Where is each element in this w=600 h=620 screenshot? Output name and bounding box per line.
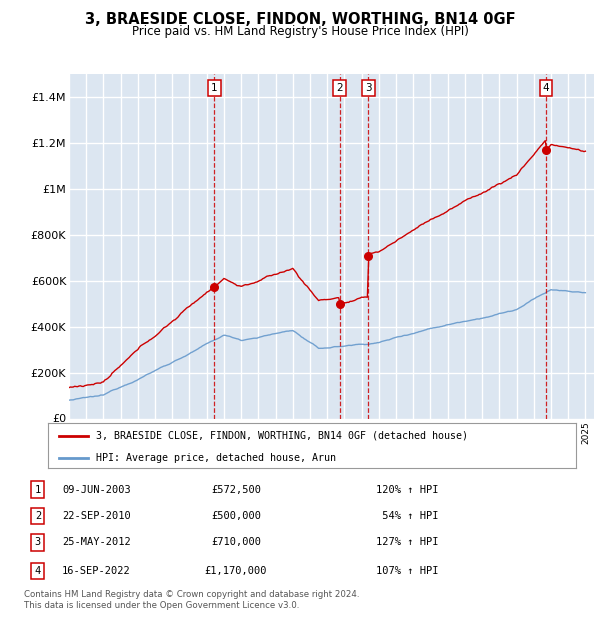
Text: £500,000: £500,000 [211, 511, 261, 521]
Text: 3: 3 [365, 83, 371, 93]
Text: 16-SEP-2022: 16-SEP-2022 [62, 566, 131, 576]
Text: 127% ↑ HPI: 127% ↑ HPI [376, 538, 438, 547]
Text: 1: 1 [35, 485, 41, 495]
Text: Price paid vs. HM Land Registry's House Price Index (HPI): Price paid vs. HM Land Registry's House … [131, 25, 469, 38]
Text: Contains HM Land Registry data © Crown copyright and database right 2024.
This d: Contains HM Land Registry data © Crown c… [24, 590, 359, 609]
Text: 107% ↑ HPI: 107% ↑ HPI [376, 566, 438, 576]
Text: 3: 3 [35, 538, 41, 547]
Text: 1: 1 [211, 83, 218, 93]
Text: £710,000: £710,000 [211, 538, 261, 547]
Text: 3, BRAESIDE CLOSE, FINDON, WORTHING, BN14 0GF: 3, BRAESIDE CLOSE, FINDON, WORTHING, BN1… [85, 12, 515, 27]
Text: £572,500: £572,500 [211, 485, 261, 495]
Text: 2: 2 [35, 511, 41, 521]
Text: £1,170,000: £1,170,000 [205, 566, 267, 576]
Text: 25-MAY-2012: 25-MAY-2012 [62, 538, 131, 547]
Text: 54% ↑ HPI: 54% ↑ HPI [376, 511, 438, 521]
Text: 22-SEP-2010: 22-SEP-2010 [62, 511, 131, 521]
Text: 2: 2 [336, 83, 343, 93]
Text: HPI: Average price, detached house, Arun: HPI: Average price, detached house, Arun [95, 453, 335, 463]
Text: 4: 4 [35, 566, 41, 576]
Text: 4: 4 [542, 83, 549, 93]
Text: 120% ↑ HPI: 120% ↑ HPI [376, 485, 438, 495]
Text: 3, BRAESIDE CLOSE, FINDON, WORTHING, BN14 0GF (detached house): 3, BRAESIDE CLOSE, FINDON, WORTHING, BN1… [95, 431, 467, 441]
Text: 09-JUN-2003: 09-JUN-2003 [62, 485, 131, 495]
